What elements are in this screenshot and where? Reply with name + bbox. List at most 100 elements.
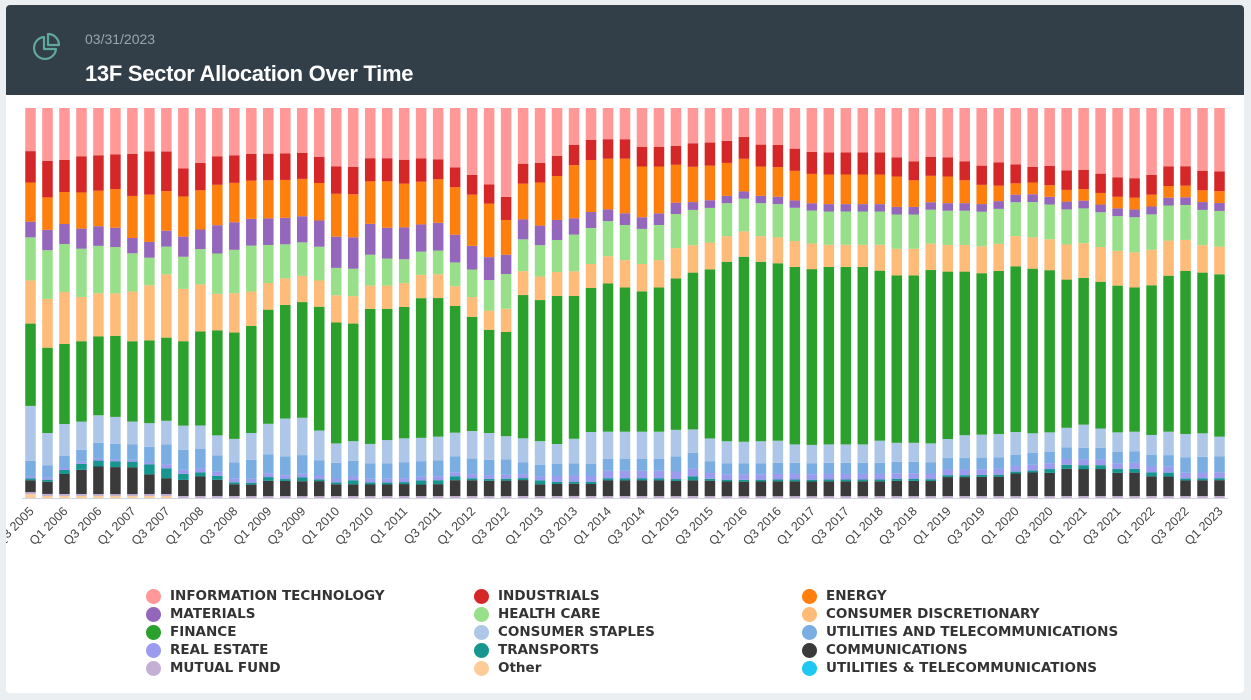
bar-segment-energy[interactable] — [330, 193, 342, 237]
bar-segment-industrials[interactable] — [840, 152, 852, 175]
bar-segment-real-estate[interactable] — [534, 476, 546, 481]
bar-segment-health-care[interactable] — [161, 246, 172, 275]
legend-item-energy[interactable]: ENERGY — [802, 587, 887, 605]
bar-segment-health-care[interactable] — [313, 246, 325, 281]
bar-segment-consumer-discretionary[interactable] — [823, 244, 835, 267]
bar-segment-materials[interactable] — [874, 204, 886, 212]
bar-segment-information-technology[interactable] — [1197, 108, 1208, 171]
bar-segment-finance[interactable] — [1010, 266, 1021, 433]
bar-segment-materials[interactable] — [178, 236, 189, 257]
bar-segment-materials[interactable] — [313, 220, 325, 247]
bar-segment-real-estate[interactable] — [891, 473, 903, 479]
bar-segment-consumer-discretionary[interactable] — [1146, 249, 1157, 286]
bar-segment-transports[interactable] — [1180, 478, 1191, 481]
bar-segment-communications[interactable] — [432, 484, 444, 497]
bar-segment-finance[interactable] — [330, 322, 342, 444]
bar-segment-consumer-discretionary[interactable] — [1027, 237, 1038, 269]
bar-segment-mutual-fund[interactable] — [381, 496, 393, 498]
bar-segment-utilities-and-telecommunications[interactable] — [1163, 455, 1174, 467]
bar-segment-transports[interactable] — [517, 478, 529, 481]
bar-group-q2-2015[interactable] — [687, 108, 699, 498]
bar-segment-real-estate[interactable] — [1180, 472, 1191, 479]
bar-segment-real-estate[interactable] — [993, 468, 1004, 475]
bar-segment-communications[interactable] — [1146, 476, 1157, 497]
bar-segment-utilities-and-telecommunications[interactable] — [993, 457, 1004, 469]
bar-segment-real-estate[interactable] — [449, 472, 461, 477]
bar-segment-mutual-fund[interactable] — [1180, 496, 1191, 498]
bar-segment-transports[interactable] — [823, 479, 835, 482]
bar-segment-consumer-staples[interactable] — [653, 431, 665, 459]
bar-segment-transports[interactable] — [76, 463, 87, 470]
bar-segment-materials[interactable] — [432, 222, 444, 251]
bar-segment-communications[interactable] — [42, 481, 53, 494]
bar-segment-materials[interactable] — [1010, 194, 1021, 203]
bar-segment-consumer-discretionary[interactable] — [670, 248, 682, 279]
bar-segment-industrials[interactable] — [585, 140, 597, 160]
bar-segment-mutual-fund[interactable] — [619, 496, 631, 498]
bar-segment-communications[interactable] — [789, 481, 801, 497]
bar-segment-health-care[interactable] — [364, 254, 376, 286]
bar-segment-utilities-and-telecommunications[interactable] — [364, 463, 376, 479]
bar-segment-mutual-fund[interactable] — [976, 496, 987, 498]
bar-segment-communications[interactable] — [585, 484, 597, 496]
bar-segment-consumer-staples[interactable] — [857, 444, 869, 463]
bar-segment-materials[interactable] — [1078, 200, 1089, 209]
bar-segment-industrials[interactable] — [432, 159, 444, 180]
bar-segment-transports[interactable] — [908, 478, 920, 481]
bar-segment-energy[interactable] — [806, 173, 818, 204]
bar-segment-communications[interactable] — [1044, 472, 1055, 497]
bar-segment-industrials[interactable] — [449, 167, 461, 188]
bar-segment-consumer-staples[interactable] — [42, 433, 53, 466]
bar-segment-consumer-staples[interactable] — [500, 436, 512, 460]
bar-segment-energy[interactable] — [1197, 190, 1208, 203]
bar-group-q1-2019[interactable] — [942, 108, 953, 498]
bar-segment-health-care[interactable] — [772, 204, 784, 238]
bar-segment-finance[interactable] — [993, 270, 1004, 434]
bar-segment-transports[interactable] — [347, 480, 359, 485]
bar-segment-energy[interactable] — [297, 178, 308, 217]
bar-segment-industrials[interactable] — [568, 144, 580, 166]
bar-segment-transports[interactable] — [110, 461, 121, 468]
bar-segment-finance[interactable] — [772, 263, 784, 441]
bar-segment-health-care[interactable] — [551, 240, 563, 272]
bar-segment-industrials[interactable] — [942, 157, 953, 177]
bar-segment-real-estate[interactable] — [1095, 459, 1106, 466]
bar-segment-finance[interactable] — [1180, 270, 1191, 434]
bar-segment-finance[interactable] — [313, 306, 325, 431]
bar-segment-energy[interactable] — [551, 176, 563, 220]
bar-segment-information-technology[interactable] — [1061, 108, 1072, 171]
bar-segment-consumer-staples[interactable] — [1214, 436, 1225, 457]
legend-item-consumer-discretionary[interactable]: CONSUMER DISCRETIONARY — [802, 605, 1039, 623]
bar-segment-energy[interactable] — [602, 158, 614, 210]
bar-segment-utilities-and-telecommunications[interactable] — [432, 460, 444, 477]
bar-segment-consumer-discretionary[interactable] — [280, 278, 291, 305]
bar-segment-transports[interactable] — [585, 482, 597, 484]
bar-segment-consumer-discretionary[interactable] — [1061, 244, 1072, 280]
bar-segment-information-technology[interactable] — [738, 108, 750, 138]
bar-segment-mutual-fund[interactable] — [534, 496, 546, 498]
bar-segment-information-technology[interactable] — [891, 108, 903, 158]
bar-segment-finance[interactable] — [500, 331, 512, 437]
bar-segment-information-technology[interactable] — [110, 108, 121, 155]
bar-segment-transports[interactable] — [364, 482, 376, 485]
bar-segment-information-technology[interactable] — [59, 108, 70, 160]
bar-segment-industrials[interactable] — [653, 147, 665, 167]
bar-segment-consumer-staples[interactable] — [59, 424, 70, 456]
bar-segment-consumer-discretionary[interactable] — [178, 288, 189, 342]
bar-segment-mutual-fund[interactable] — [568, 495, 580, 498]
bar-segment-utilities-and-telecommunications[interactable] — [466, 458, 478, 475]
bar-group-q4-2006[interactable] — [110, 108, 121, 498]
bar-segment-transports[interactable] — [246, 482, 257, 485]
bar-group-q4-2014[interactable] — [653, 108, 665, 498]
bar-segment-health-care[interactable] — [738, 198, 750, 232]
bar-group-q1-2010[interactable] — [330, 108, 342, 498]
bar-segment-energy[interactable] — [687, 166, 699, 203]
bar-segment-consumer-staples[interactable] — [1095, 428, 1106, 448]
bar-segment-mutual-fund[interactable] — [772, 496, 784, 498]
bar-segment-real-estate[interactable] — [1197, 472, 1208, 479]
bar-segment-consumer-discretionary[interactable] — [993, 243, 1004, 271]
bar-segment-information-technology[interactable] — [1180, 108, 1191, 167]
legend-item-communications[interactable]: COMMUNICATIONS — [802, 641, 968, 659]
bar-segment-finance[interactable] — [127, 341, 138, 422]
bar-segment-materials[interactable] — [891, 206, 903, 215]
